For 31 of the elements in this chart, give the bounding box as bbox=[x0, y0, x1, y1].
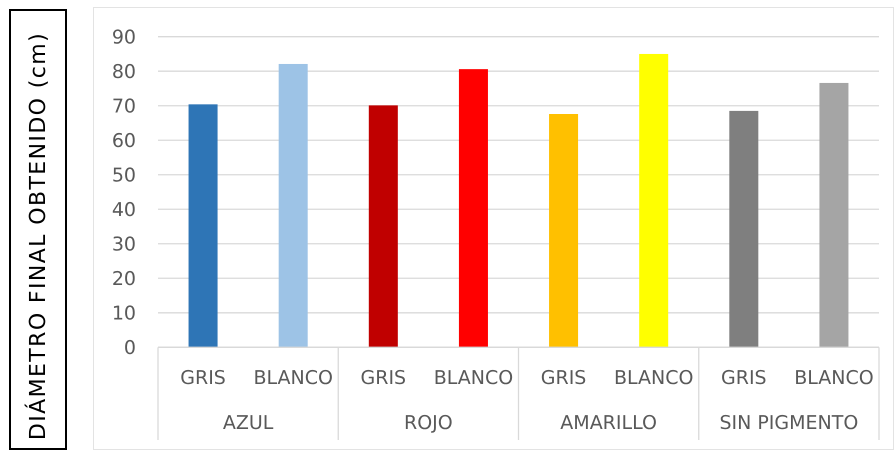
x-tick-label: AZUL bbox=[222, 412, 274, 434]
text: GRIS bbox=[360, 367, 406, 389]
y-tick-label: 40 bbox=[112, 199, 136, 222]
y-tick-label: 30 bbox=[112, 234, 136, 256]
bar bbox=[819, 82, 848, 348]
y-tick-label: 60 bbox=[112, 130, 136, 152]
y-axis-title: DIÁMETRO FINAL OBTENIDO (cm) bbox=[24, 32, 51, 440]
text: BLANCO bbox=[434, 367, 514, 389]
text: BLANCO bbox=[614, 367, 694, 389]
series-label: GRIS bbox=[540, 367, 586, 389]
y-tick-label: 20 bbox=[112, 268, 136, 290]
series-label: BLANCO bbox=[253, 367, 333, 389]
y-tick-label: 50 bbox=[112, 164, 136, 187]
bar bbox=[639, 54, 668, 348]
text: BLANCO bbox=[794, 367, 874, 389]
bar bbox=[458, 69, 488, 348]
bar bbox=[188, 104, 218, 348]
text: GRIS bbox=[180, 367, 226, 389]
bar bbox=[729, 110, 758, 348]
y-tick-label: 70 bbox=[112, 96, 136, 118]
bar bbox=[368, 105, 398, 348]
y-tick-label: 80 bbox=[112, 61, 136, 84]
bar bbox=[549, 114, 578, 348]
bar bbox=[278, 64, 308, 348]
y-tick-label: 90 bbox=[112, 26, 136, 49]
x-tick-label: AMARILLO bbox=[560, 412, 657, 434]
x-tick-label: SIN PIGMENTO bbox=[719, 412, 858, 434]
y-tick-label: 0 bbox=[124, 337, 136, 360]
text: GRIS bbox=[721, 367, 767, 389]
x-tick-label: ROJO bbox=[404, 412, 453, 434]
y-tick-label: 10 bbox=[112, 302, 136, 325]
